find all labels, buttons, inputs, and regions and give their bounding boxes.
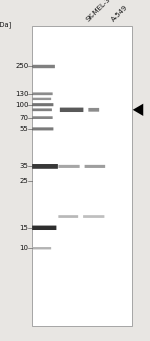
FancyBboxPatch shape	[32, 226, 56, 230]
FancyBboxPatch shape	[32, 108, 52, 111]
FancyBboxPatch shape	[32, 65, 55, 68]
Text: 35: 35	[20, 163, 28, 169]
FancyBboxPatch shape	[88, 108, 99, 112]
FancyBboxPatch shape	[32, 164, 58, 169]
FancyBboxPatch shape	[32, 92, 53, 95]
Text: 10: 10	[20, 245, 28, 251]
Text: 250: 250	[15, 63, 28, 70]
Bar	[32, 26, 132, 326]
Text: 130: 130	[15, 91, 28, 97]
Text: SK-MEL-30: SK-MEL-30	[85, 0, 115, 23]
FancyBboxPatch shape	[85, 165, 105, 168]
Text: [kDa]: [kDa]	[0, 21, 12, 28]
FancyBboxPatch shape	[32, 247, 51, 250]
Text: 25: 25	[20, 178, 28, 184]
FancyBboxPatch shape	[32, 116, 53, 119]
Text: 70: 70	[20, 115, 28, 121]
Text: 15: 15	[20, 225, 28, 231]
Text: 55: 55	[20, 126, 28, 132]
Text: A-549: A-549	[110, 4, 129, 23]
FancyBboxPatch shape	[32, 103, 53, 106]
FancyBboxPatch shape	[83, 215, 104, 218]
Polygon shape	[133, 104, 143, 116]
FancyBboxPatch shape	[58, 215, 78, 218]
FancyBboxPatch shape	[58, 165, 80, 168]
FancyBboxPatch shape	[32, 127, 53, 131]
Text: 100: 100	[15, 102, 28, 108]
FancyBboxPatch shape	[32, 98, 51, 100]
FancyBboxPatch shape	[60, 108, 83, 112]
